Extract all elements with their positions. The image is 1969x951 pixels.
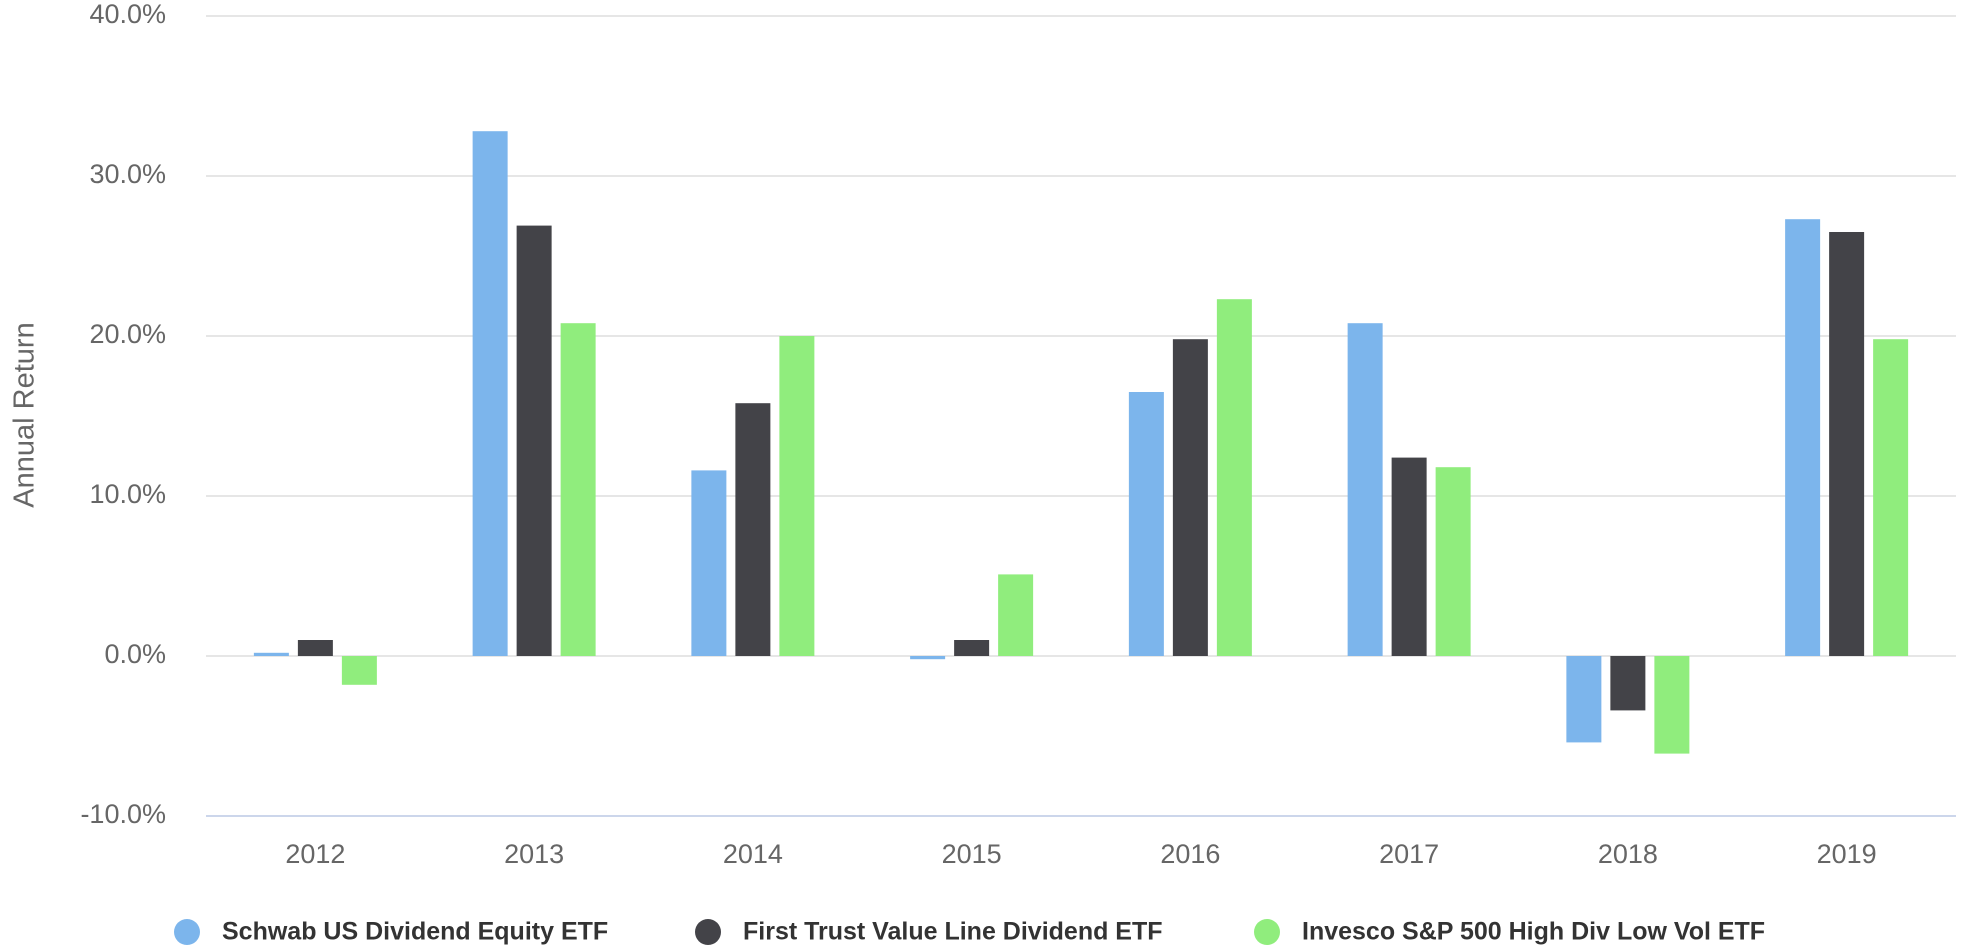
legend-marker: [174, 919, 200, 945]
x-tick-label: 2012: [285, 839, 345, 869]
y-tick-label: 20.0%: [89, 319, 166, 349]
bar: [779, 336, 815, 656]
y-axis-title: Annual Return: [9, 322, 41, 507]
bar: [1172, 339, 1208, 656]
legend-marker: [1254, 919, 1280, 945]
bar: [516, 225, 552, 656]
bar: [910, 656, 946, 660]
bar: [954, 640, 990, 656]
x-tick-label: 2018: [1598, 839, 1658, 869]
y-tick-label: 40.0%: [89, 0, 166, 29]
bar: [1347, 323, 1383, 656]
bar: [691, 470, 727, 656]
bar: [1785, 219, 1821, 656]
bar: [1128, 392, 1164, 656]
y-tick-label: -10.0%: [80, 799, 166, 829]
x-tick-label: 2016: [1160, 839, 1220, 869]
bar: [560, 323, 596, 656]
legend-label: Invesco S&P 500 High Div Low Vol ETF: [1302, 918, 1765, 946]
x-tick-label: 2013: [504, 839, 564, 869]
bar: [472, 131, 508, 656]
bar: [1391, 457, 1427, 656]
legend-marker: [695, 919, 721, 945]
x-tick-label: 2014: [723, 839, 783, 869]
legend-label: Schwab US Dividend Equity ETF: [222, 918, 608, 946]
bar: [1873, 339, 1909, 656]
bar: [341, 656, 377, 685]
bar: [1216, 299, 1252, 656]
bar: [253, 652, 289, 656]
y-tick-label: 30.0%: [89, 159, 166, 189]
legend-label: First Trust Value Line Dividend ETF: [743, 918, 1163, 946]
bar: [998, 574, 1034, 656]
bar: [1829, 232, 1865, 656]
bar: [297, 640, 333, 656]
x-tick-label: 2015: [942, 839, 1002, 869]
bar: [1566, 656, 1602, 743]
x-tick-label: 2017: [1379, 839, 1439, 869]
bar: [1435, 467, 1471, 656]
y-tick-label: 0.0%: [104, 639, 166, 669]
bar: [1610, 656, 1646, 711]
x-tick-label: 2019: [1817, 839, 1877, 869]
bar: [735, 403, 771, 656]
bar: [1654, 656, 1690, 754]
y-tick-label: 10.0%: [89, 479, 166, 509]
